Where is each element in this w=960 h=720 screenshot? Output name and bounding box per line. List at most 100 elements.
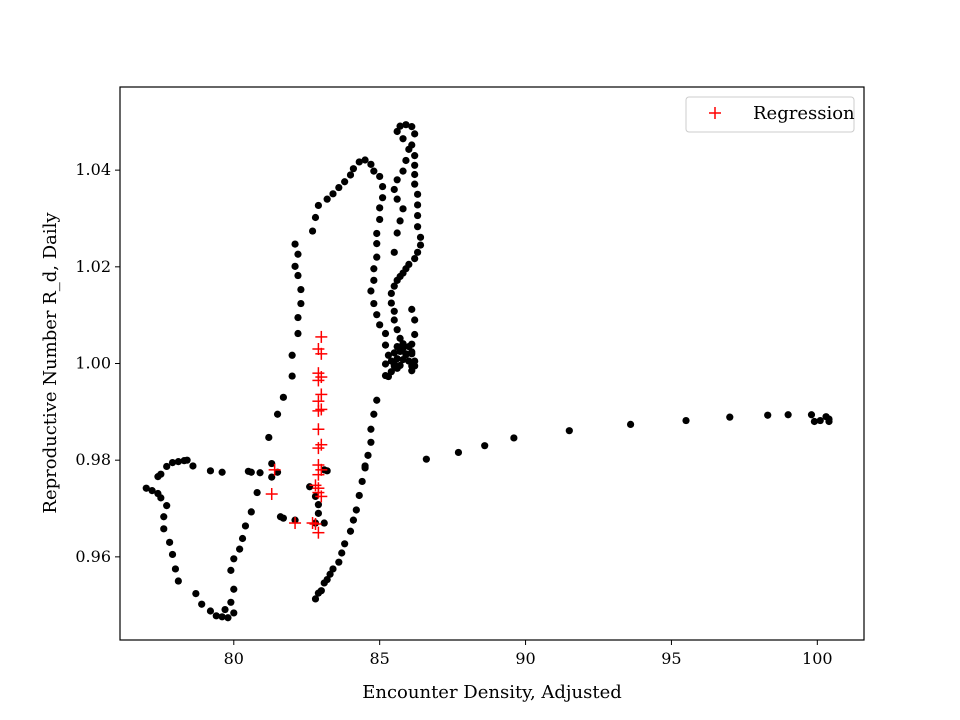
observed-point	[373, 229, 381, 238]
observed-point	[387, 299, 395, 307]
observed-point	[288, 351, 296, 359]
observed-point	[390, 282, 398, 290]
observed-point	[393, 229, 401, 237]
observed-point	[329, 565, 337, 573]
observed-point	[268, 473, 276, 481]
y-tick-label: 0.96	[75, 547, 111, 566]
y-tick-label: 0.98	[75, 450, 111, 469]
observed-point	[297, 299, 305, 308]
observed-point	[314, 201, 322, 210]
observed-point	[341, 540, 349, 548]
observed-point	[726, 413, 734, 421]
observed-point	[454, 448, 463, 457]
observed-point	[481, 442, 489, 450]
observed-point	[221, 605, 229, 614]
observed-point	[142, 484, 150, 492]
observed-point	[807, 411, 816, 419]
observed-point	[341, 178, 349, 186]
observed-point	[244, 467, 252, 475]
observed-point	[378, 194, 387, 202]
observed-point	[370, 410, 378, 418]
observed-point	[402, 121, 410, 129]
observed-point	[784, 411, 792, 419]
regression-point	[306, 517, 319, 530]
observed-point	[294, 313, 302, 322]
y-tick-label: 1.00	[75, 354, 111, 373]
observed-point	[148, 487, 156, 495]
observed-point	[352, 506, 360, 514]
regression-point	[312, 459, 325, 472]
y-axis-ticks: 0.96 0.98 1.00 1.02 1.04	[75, 160, 120, 566]
observed-point	[206, 467, 215, 475]
observed-point	[218, 613, 226, 621]
x-tick-label: 100	[802, 649, 833, 668]
observed-point	[411, 330, 419, 339]
legend-marker-plus	[709, 107, 721, 119]
observed-point	[414, 223, 422, 231]
observed-point	[180, 457, 188, 465]
observed-point	[276, 513, 285, 521]
regression-point	[315, 347, 328, 360]
observed-point	[367, 287, 375, 295]
observed-point	[764, 411, 772, 419]
observed-point	[174, 577, 182, 585]
regression-point	[265, 488, 278, 501]
observed-point	[405, 342, 413, 351]
observed-point	[168, 550, 177, 559]
observed-point	[314, 589, 322, 597]
observed-point	[230, 555, 238, 563]
observed-point	[825, 417, 833, 426]
regression-point	[312, 526, 325, 539]
observed-point	[411, 180, 419, 188]
y-tick-label: 1.04	[75, 160, 111, 179]
observed-point	[393, 276, 401, 284]
y-tick-label: 1.02	[75, 257, 111, 276]
regression-point	[312, 342, 325, 355]
observed-point	[288, 372, 296, 380]
observed-point	[810, 417, 819, 426]
observed-point	[279, 393, 287, 401]
observed-point	[376, 204, 384, 212]
observed-point	[230, 585, 238, 593]
observed-point	[291, 240, 299, 248]
regression-point	[309, 479, 322, 492]
observed-point	[373, 240, 381, 248]
observed-point	[367, 160, 375, 168]
observed-point	[816, 416, 824, 425]
observed-point	[224, 614, 232, 622]
observed-point	[411, 130, 419, 138]
observed-point	[376, 321, 384, 329]
observed-point	[314, 501, 322, 509]
observed-point	[411, 161, 419, 169]
observed-point	[256, 469, 264, 477]
regression-point	[315, 388, 328, 401]
observed-point	[376, 215, 384, 224]
observed-point	[230, 609, 238, 617]
regression-point	[315, 330, 328, 343]
regression-point	[315, 463, 328, 476]
legend: Regression	[685, 96, 855, 133]
observed-point	[381, 341, 390, 349]
observed-point	[163, 462, 171, 471]
observed-point	[367, 425, 375, 433]
observed-point	[387, 357, 395, 365]
observed-point	[349, 165, 358, 173]
observed-point	[408, 305, 416, 313]
observed-point	[390, 349, 398, 357]
observed-point	[402, 156, 410, 165]
observed-point	[416, 233, 425, 241]
observed-point	[361, 156, 369, 164]
observed-point	[346, 171, 355, 179]
observed-point	[308, 227, 317, 235]
observed-point	[393, 176, 401, 184]
observed-point	[291, 262, 299, 270]
observed-point	[376, 172, 384, 181]
observed-point	[414, 201, 422, 209]
observed-point	[160, 513, 168, 521]
observed-point	[393, 326, 401, 334]
regression-point	[315, 438, 328, 451]
observed-point	[626, 420, 635, 429]
observed-point	[206, 607, 215, 615]
observed-point	[297, 285, 305, 294]
